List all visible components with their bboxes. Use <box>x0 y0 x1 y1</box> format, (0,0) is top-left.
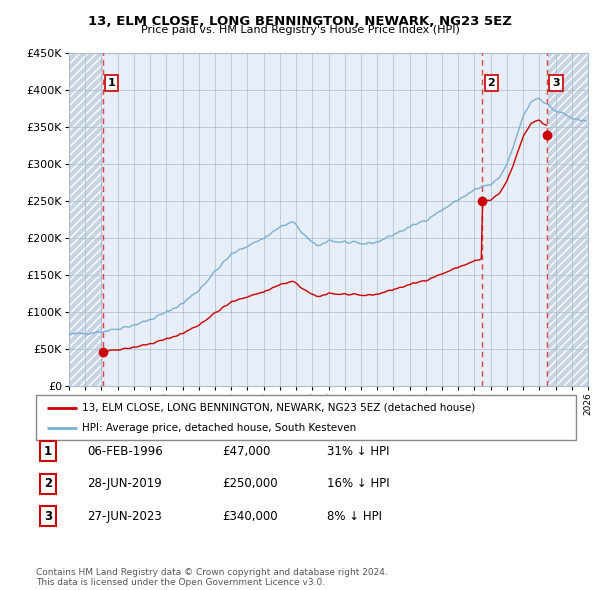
Text: 1: 1 <box>108 78 116 88</box>
Bar <box>547 53 588 386</box>
Text: 31% ↓ HPI: 31% ↓ HPI <box>327 445 389 458</box>
Text: £47,000: £47,000 <box>222 445 271 458</box>
Text: 13, ELM CLOSE, LONG BENNINGTON, NEWARK, NG23 5EZ: 13, ELM CLOSE, LONG BENNINGTON, NEWARK, … <box>88 15 512 28</box>
Text: 1: 1 <box>44 445 52 458</box>
Text: 27-JUN-2023: 27-JUN-2023 <box>87 510 162 523</box>
Text: 28-JUN-2019: 28-JUN-2019 <box>87 477 162 490</box>
Text: 3: 3 <box>44 510 52 523</box>
Text: 3: 3 <box>552 78 560 88</box>
Text: 2: 2 <box>487 78 495 88</box>
Text: Contains HM Land Registry data © Crown copyright and database right 2024.
This d: Contains HM Land Registry data © Crown c… <box>36 568 388 587</box>
Text: £340,000: £340,000 <box>222 510 278 523</box>
Text: 06-FEB-1996: 06-FEB-1996 <box>87 445 163 458</box>
Bar <box>69 53 103 386</box>
Bar <box>69 53 103 386</box>
Text: Price paid vs. HM Land Registry's House Price Index (HPI): Price paid vs. HM Land Registry's House … <box>140 25 460 35</box>
Text: 16% ↓ HPI: 16% ↓ HPI <box>327 477 389 490</box>
Bar <box>547 53 588 386</box>
Text: 13, ELM CLOSE, LONG BENNINGTON, NEWARK, NG23 5EZ (detached house): 13, ELM CLOSE, LONG BENNINGTON, NEWARK, … <box>82 403 475 412</box>
Text: 8% ↓ HPI: 8% ↓ HPI <box>327 510 382 523</box>
Text: HPI: Average price, detached house, South Kesteven: HPI: Average price, detached house, Sout… <box>82 424 356 434</box>
Text: £250,000: £250,000 <box>222 477 278 490</box>
Text: 2: 2 <box>44 477 52 490</box>
